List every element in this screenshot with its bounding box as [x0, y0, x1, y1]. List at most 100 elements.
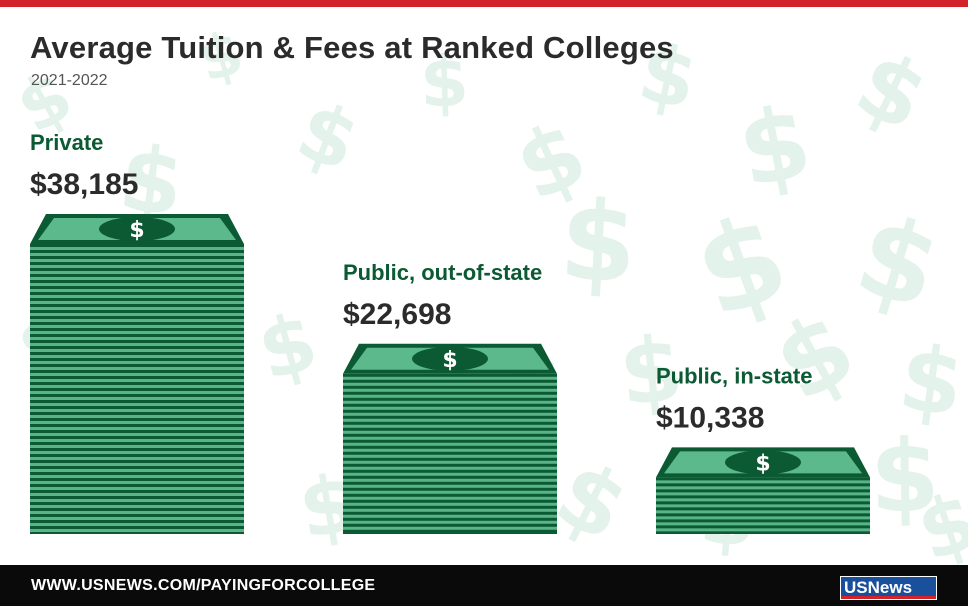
- dollar-icon: $: [129, 218, 144, 243]
- footer-bar: WWW.USNEWS.COM/PAYINGFORCOLLEGE USNews: [0, 565, 968, 606]
- bill-stripe: [30, 433, 244, 436]
- top-accent-bar: [0, 0, 968, 7]
- bill-stripe: [30, 283, 244, 286]
- bill-stripe: [30, 409, 244, 412]
- bill-stripe: [30, 277, 244, 280]
- bill-stripe: [30, 481, 244, 484]
- bill-stripe: [30, 493, 244, 496]
- bill-stripe: [30, 487, 244, 490]
- bill-stripe: [30, 397, 244, 400]
- bill-stripe: [656, 510, 870, 514]
- bill-stripe: [30, 253, 244, 256]
- bill-stripe: [656, 504, 870, 508]
- bill-stripe: [343, 448, 557, 452]
- bill-stripe: [656, 516, 870, 520]
- bill-stripe: [343, 376, 557, 380]
- bill-stripe: [30, 325, 244, 328]
- bill-stripe: [343, 418, 557, 422]
- bill-stripe: [343, 454, 557, 458]
- bill-stripe: [343, 508, 557, 512]
- bill-stripe: [30, 331, 244, 334]
- bill-stripe: [343, 436, 557, 440]
- bill-stripe: [30, 337, 244, 340]
- value-label: $22,698: [343, 298, 451, 331]
- bill-emblem: [725, 450, 801, 475]
- bill-stripe: [30, 301, 244, 304]
- bill-stripe: [30, 295, 244, 298]
- tuition-bar-chart: $ Private $38,185 $ Public, out-of-state $22,…: [30, 130, 870, 534]
- bill-stripe: [343, 502, 557, 506]
- bill-stripe: [343, 472, 557, 476]
- bill-stripe: [30, 271, 244, 274]
- bill-stripe: [343, 520, 557, 524]
- category-label: Public, out-of-state: [343, 260, 542, 285]
- bill-stripe: [30, 307, 244, 310]
- value-label: $38,185: [30, 168, 138, 201]
- dollar-icon: $: [442, 348, 457, 373]
- bill-stripe: [30, 367, 244, 370]
- page-title: Average Tuition & Fees at Ranked College…: [30, 30, 674, 65]
- bill-stripe: [30, 391, 244, 394]
- footer-url[interactable]: WWW.USNEWS.COM/PAYINGFORCOLLEGE: [31, 577, 376, 594]
- bill-stripe: [30, 451, 244, 454]
- bill-emblem: [99, 217, 175, 241]
- bill-stripe: [343, 424, 557, 428]
- bill-stripe: [656, 492, 870, 496]
- bill-stripe: [30, 469, 244, 472]
- bill-stripe: [656, 498, 870, 502]
- bill-stripe: [30, 427, 244, 430]
- bar-2: $ Public, out-of-state $22,698: [343, 260, 557, 534]
- bill-stripe: [30, 265, 244, 268]
- bill-stripe: [343, 382, 557, 386]
- bill-stripe: [30, 373, 244, 376]
- category-label: Private: [30, 130, 103, 155]
- bill-stripe: [30, 361, 244, 364]
- usnews-logo-text: USNews: [844, 578, 913, 597]
- bill-stripe: [343, 406, 557, 410]
- bill-stripe: [343, 526, 557, 530]
- bill-stripe: [656, 486, 870, 490]
- bill-stripe: [343, 514, 557, 518]
- bill-stripe: [343, 430, 557, 434]
- bill-stripe: [343, 388, 557, 392]
- bill-stripe: [30, 523, 244, 526]
- bar-1: $ Private $38,185: [30, 130, 244, 534]
- bill-stripe: [30, 445, 244, 448]
- bill-stripe: [30, 313, 244, 316]
- bill-stripe: [30, 475, 244, 478]
- bill-stripe: [30, 403, 244, 406]
- bill-stripe: [343, 412, 557, 416]
- bill-stripe: [30, 463, 244, 466]
- dollar-icon: $: [755, 451, 770, 476]
- usnews-logo: USNews: [840, 576, 937, 600]
- bill-stripe: [30, 289, 244, 292]
- bill-stripe: [30, 349, 244, 352]
- bill-stripe: [656, 480, 870, 484]
- bill-stripe: [30, 379, 244, 382]
- page-subtitle: 2021-2022: [31, 72, 108, 89]
- bill-emblem: [412, 346, 488, 371]
- bill-stripe: [30, 319, 244, 322]
- value-label: $10,338: [656, 401, 764, 434]
- bill-stripe: [30, 259, 244, 262]
- bill-stripe: [343, 394, 557, 398]
- bill-stripe: [343, 466, 557, 470]
- bill-stripe: [30, 415, 244, 418]
- bill-stripe: [343, 442, 557, 446]
- bill-stripe: [30, 511, 244, 514]
- bar-3: $ Public, in-state $10,338: [656, 363, 870, 534]
- bill-stripe: [30, 385, 244, 388]
- bill-stripe: [30, 499, 244, 502]
- bill-stripe: [343, 478, 557, 482]
- bill-stripe: [343, 490, 557, 494]
- bill-stripe: [343, 400, 557, 404]
- bill-stripe: [30, 505, 244, 508]
- bill-stripe: [30, 421, 244, 424]
- bill-stack-body: [30, 244, 244, 534]
- bill-stripe: [30, 247, 244, 250]
- bill-stripe: [30, 457, 244, 460]
- bill-stripe: [30, 355, 244, 358]
- bill-stripe: [656, 528, 870, 532]
- bill-stripe: [30, 529, 244, 532]
- bill-stripe: [343, 484, 557, 488]
